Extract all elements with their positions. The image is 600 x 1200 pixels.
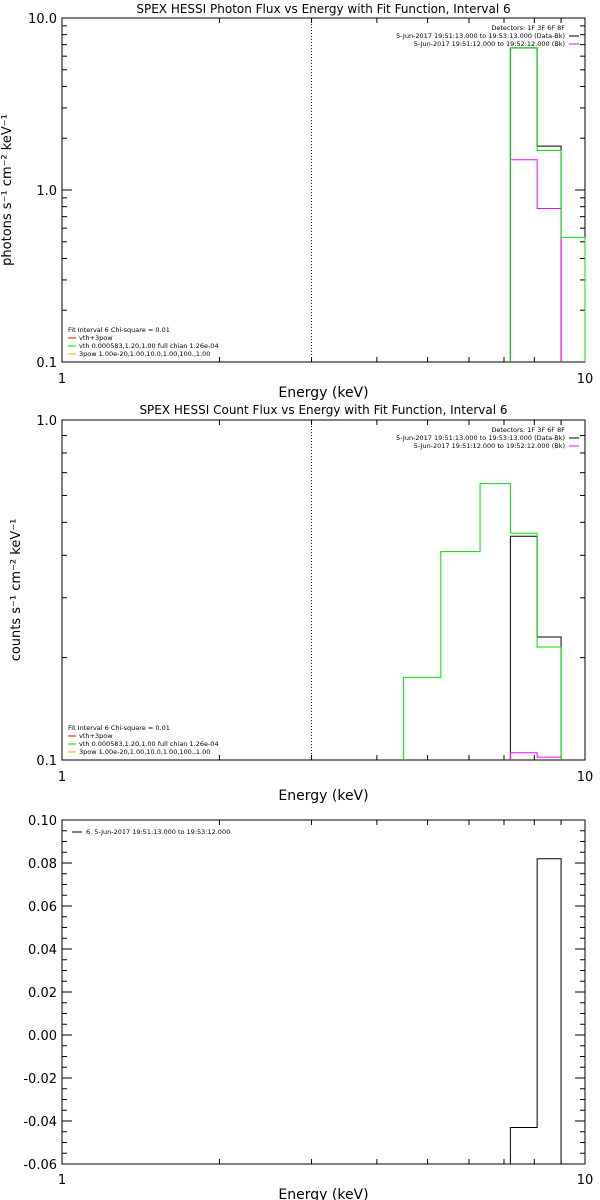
y-tick-label: 0.08: [28, 857, 57, 872]
histogram-series: [509, 47, 562, 362]
chart-2: [61, 419, 586, 761]
legend-entry: 5-Jun-2017 19:51:12.000 to 19:52:12.000 …: [414, 442, 565, 450]
y-tick-label: 0.04: [28, 943, 57, 958]
y-tick-label: 10.0: [28, 12, 57, 27]
x-tick-label: 1: [58, 770, 66, 785]
legend-entry: vth 0.000583,1.20,1.00 full chian 1.26e-…: [79, 740, 219, 748]
legend-entry: Detectors: 1F 3F 6F 8F: [491, 24, 565, 32]
chart-title: SPEX HESSI Photon Flux vs Energy with Fi…: [136, 2, 510, 16]
chart-1: [61, 17, 586, 363]
y-tick-label: -0.02: [23, 1072, 57, 1087]
plot-frame: [61, 819, 586, 1165]
legend-entry: 5-Jun-2017 19:51:12.000 to 19:52:12.000 …: [414, 40, 565, 48]
legend-entry: 5-Jun-2017 19:51:13.000 to 19:53:13.000 …: [396, 32, 565, 40]
legend-entry: 3pow 1.00e-20,1.00,10.0,1.00,100.,1.00: [79, 350, 210, 358]
legend-entry: vth+3pow: [79, 732, 113, 740]
y-tick-label: 1.0: [36, 184, 57, 199]
plot-frame: [61, 17, 586, 363]
x-tick-label: 1: [58, 372, 66, 387]
x-tick-label: 10: [577, 1173, 594, 1188]
histogram-series: [509, 858, 562, 1164]
legend-entry: Detectors: 1F 3F 6F 8F: [491, 426, 565, 434]
y-tick-label: 0.10: [28, 814, 57, 829]
y-axis-label: photons s⁻¹ cm⁻² keV⁻¹: [0, 114, 15, 266]
legend-entry: vth 0.000583,1.20,1.00 full chian 1.26e-…: [79, 342, 219, 350]
y-tick-label: 0.02: [28, 986, 57, 1001]
histogram-series: [509, 535, 562, 760]
histogram-series: [509, 752, 562, 760]
x-axis-label: Energy (keV): [278, 385, 368, 401]
y-axis-label: counts s⁻¹ cm⁻² keV⁻¹: [9, 519, 24, 662]
y-tick-label: 0.00: [28, 1029, 57, 1044]
x-axis-label: Energy (keV): [278, 1187, 368, 1200]
chart-title: SPEX HESSI Count Flux vs Energy with Fit…: [139, 403, 507, 417]
y-tick-label: 1.0: [36, 414, 57, 429]
histogram-series: [509, 159, 562, 362]
legend-entry: 5-Jun-2017 19:51:13.000 to 19:53:13.000 …: [396, 434, 565, 442]
legend-entry: 3pow 1.00e-20,1.00,10.0,1.00,100.,1.00: [79, 748, 210, 756]
histogram-series: [509, 47, 586, 362]
y-tick-label: 0.1: [36, 356, 57, 371]
chart-3: [61, 819, 586, 1165]
legend-entry: Fit Interval 6 Chi-square = 0.01: [68, 724, 170, 732]
x-tick-label: 10: [577, 770, 594, 785]
y-tick-label: -0.04: [23, 1115, 57, 1130]
x-tick-label: 10: [577, 372, 594, 387]
legend-entry: vth+3pow: [79, 334, 113, 342]
x-axis-label: Energy (keV): [278, 788, 368, 804]
histogram-series: [403, 483, 562, 760]
plot-frame: [61, 419, 586, 761]
y-tick-label: 0.1: [36, 754, 57, 769]
y-tick-label: -0.06: [23, 1158, 57, 1173]
legend-entry: Fit Interval 6 Chi-square = 0.01: [68, 326, 170, 334]
y-tick-label: 0.06: [28, 900, 57, 915]
legend-entry: 6. 5-Jun-2017 19:51:13.000 to 19:53:12.0…: [86, 828, 230, 836]
x-tick-label: 1: [58, 1173, 66, 1188]
